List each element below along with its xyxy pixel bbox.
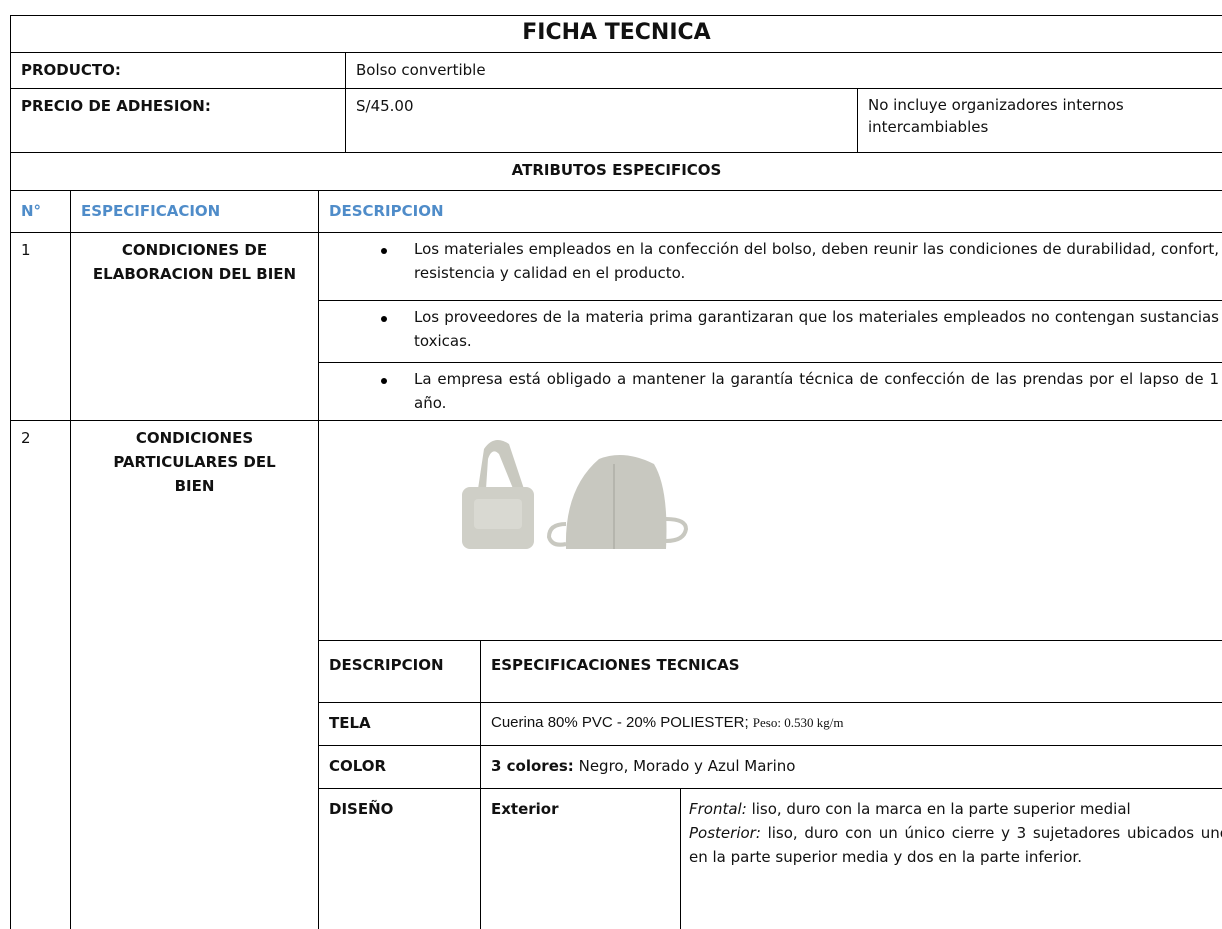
detail-header: ESPECIFICACIONES TECNICAS [480, 640, 1222, 702]
design-item: Posterior: liso, duro con un único cierr… [689, 821, 1222, 869]
bullet-text: Los materiales empleados en la confecció… [414, 240, 1219, 282]
detail-label: COLOR [318, 745, 480, 788]
detail-value: Cuerina 80% PVC - 20% POLIESTER; Peso: 0… [480, 702, 1222, 745]
column-header: N° [10, 190, 70, 232]
design-part: Exterior [480, 788, 680, 929]
design-item: Frontal: liso, duro con la marca en la p… [689, 797, 1222, 821]
weight: Peso: 0.530 kg/m [752, 715, 844, 730]
term: Posterior: [689, 824, 761, 842]
detail-label: TELA [318, 702, 480, 745]
product-value: Bolso convertible [345, 52, 1222, 88]
detail-header: DESCRIPCION [318, 640, 480, 702]
fabric: Cuerina 80% PVC - 20% POLIESTER; [491, 714, 749, 731]
specification: CONDICIONES DE ELABORACION DEL BIEN [70, 232, 318, 420]
color-lead: 3 colores: [491, 757, 574, 775]
section-title: ATRIBUTOS ESPECIFICOS [10, 152, 1222, 190]
detail-label: DISEÑO [318, 788, 480, 929]
product-label: PRODUCTO: [10, 52, 345, 88]
price-note: No incluye organizadores internos interc… [857, 88, 1222, 152]
detail-value: 3 colores: Negro, Morado y Azul Marino [480, 745, 1222, 788]
term: Frontal: [689, 800, 747, 818]
bullet: Los materiales empleados en la confecció… [318, 232, 1222, 300]
price-label: PRECIO DE ADHESION: [10, 88, 345, 152]
bullet: Los proveedores de la materia prima gara… [318, 300, 1222, 362]
text: liso, duro con un único cierre y 3 sujet… [689, 824, 1222, 866]
column-header: DESCRIPCION [318, 190, 1222, 232]
price-value: S/45.00 [345, 88, 857, 152]
bullet: La empresa está obligado a mantener la g… [318, 362, 1222, 420]
row-number: 1 [10, 232, 70, 420]
color-value: Negro, Morado y Azul Marino [578, 757, 796, 775]
row-number: 2 [10, 420, 70, 929]
product-image [462, 440, 689, 549]
column-header: ESPECIFICACION [70, 190, 318, 232]
bullet-text: Los proveedores de la materia prima gara… [414, 308, 1219, 350]
bullet-text: La empresa está obligado a mantener la g… [414, 370, 1219, 412]
text: liso, duro con la marca en la parte supe… [751, 800, 1131, 818]
image-cell [318, 420, 1222, 640]
design-text: Frontal: liso, duro con la marca en la p… [680, 788, 1222, 929]
specification: CONDICIONES PARTICULARES DEL BIEN [70, 420, 318, 929]
title: FICHA TECNICA [10, 15, 1222, 52]
